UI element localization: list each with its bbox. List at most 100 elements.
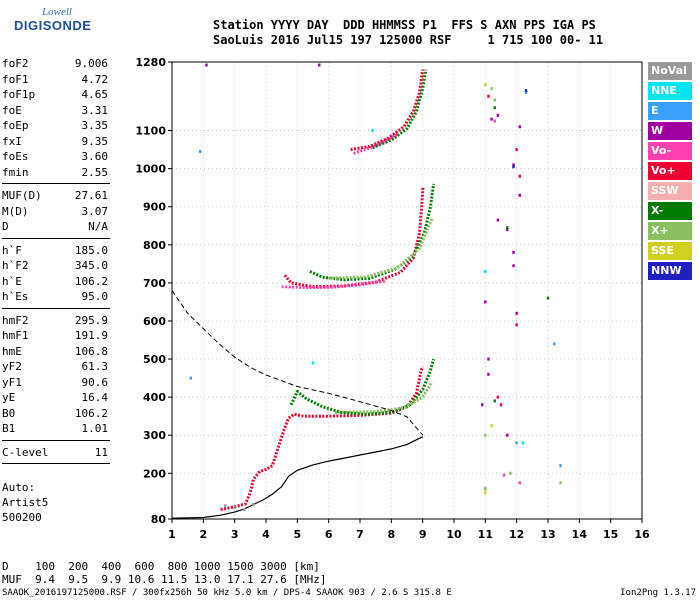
x-tick-label: 9 [419, 528, 427, 541]
legend-item-e: E [648, 102, 692, 120]
y-tick-label: 600 [143, 315, 166, 328]
param-separator [2, 307, 110, 309]
echo-point [512, 250, 515, 254]
legend-item-noval: NoVal [648, 62, 692, 80]
param-row-muf-d-: MUF(D) 27.61 [2, 188, 108, 203]
echo-point [518, 174, 521, 178]
echo-point [506, 228, 509, 232]
param-value: 3.07 [81, 204, 109, 218]
echo-point [242, 507, 246, 511]
param-label: foF1p [2, 88, 36, 101]
auto-version: 500200 [2, 511, 42, 524]
echo-point [515, 148, 518, 152]
param-row-ye: yE 16.4 [2, 390, 108, 405]
echo-point [521, 441, 525, 445]
echo-point [487, 357, 490, 361]
echo-point [487, 94, 490, 98]
echo-point [493, 98, 496, 102]
param-row-foes: foEs 3.60 [2, 149, 108, 164]
x-tick-label: 5 [294, 528, 302, 541]
param-value: 3.60 [81, 150, 109, 163]
param-separator [2, 237, 110, 239]
logo-digisonde-text: DIGISONDE [14, 18, 92, 33]
echo-point [512, 163, 515, 167]
echo-point [481, 403, 484, 407]
echo-point [512, 165, 515, 169]
param-label: C-level [2, 445, 49, 459]
echo-point [199, 149, 202, 153]
param-value: 4.72 [81, 72, 109, 86]
x-tick-label: 16 [634, 528, 650, 541]
x-tick-label: 4 [262, 528, 270, 541]
echo-point [506, 226, 509, 230]
param-label: B0 [2, 406, 16, 420]
param-label: D [2, 220, 9, 233]
param-label: yF1 [2, 375, 22, 389]
param-row-yf1: yF1 90.6 [2, 375, 108, 390]
param-label: h`E [2, 274, 22, 288]
param-value: 9.35 [81, 134, 109, 148]
param-value: 1.01 [81, 422, 109, 435]
legend-item-nne: NNE [648, 82, 692, 100]
param-value: 191.9 [74, 329, 108, 342]
param-row-h-f2: h`F2 345.0 [2, 258, 108, 273]
echo-point [515, 441, 518, 445]
param-row-hmf2: hmF2 295.9 [2, 313, 108, 328]
legend-item-vo: Vo- [648, 142, 692, 160]
echo-trace [328, 217, 434, 280]
param-row-h-e: h`E 106.2 [2, 274, 108, 289]
param-value: 185.0 [74, 243, 108, 257]
param-value: 106.2 [74, 406, 108, 420]
echo-point [506, 433, 509, 437]
auto-label: Auto: [2, 481, 36, 494]
logo-lowell-text: Lowell [42, 6, 72, 18]
echo-point [515, 311, 518, 315]
plot-frame [171, 61, 643, 520]
param-label: MUF(D) [2, 189, 42, 202]
y-tick-label: 900 [143, 201, 166, 214]
param-row-fxi: fxI 9.35 [2, 134, 108, 149]
param-label: h`Es [2, 290, 29, 303]
x-tick-label: 1 [168, 528, 176, 541]
legend-item-nnw: NNW [648, 262, 692, 280]
echo-point [490, 424, 493, 428]
echo-trace [350, 69, 425, 152]
x-tick-label: 7 [356, 528, 364, 541]
param-label: fxI [2, 134, 22, 148]
echo-point [553, 342, 556, 346]
x-tick-label: 6 [325, 528, 333, 541]
param-value: 27.61 [74, 189, 108, 202]
param-value: 95.0 [81, 290, 109, 303]
param-value: 90.6 [81, 375, 109, 389]
param-value: 2.55 [81, 165, 109, 179]
echo-point [559, 464, 562, 468]
param-label: foF2 [2, 57, 29, 70]
param-row-foe: foE 3.31 [2, 103, 108, 118]
echo-point [484, 83, 487, 87]
x-tick-label: 11 [478, 528, 493, 541]
echo-point [189, 376, 192, 380]
y-tick-label: 1100 [135, 125, 166, 138]
param-row-h-f: h`F 185.0 [2, 243, 108, 258]
echo-point [496, 395, 500, 399]
x-tick-label: 8 [388, 528, 396, 541]
param-row-fof1p: foF1p 4.65 [2, 87, 108, 102]
echo-trace [289, 358, 436, 416]
x-tick-label: 14 [572, 528, 588, 541]
param-row-b0: B0 106.2 [2, 406, 108, 421]
echo-point [524, 90, 528, 94]
echo-point [499, 403, 503, 407]
param-row-h-es: h`Es 95.0 [2, 289, 108, 304]
echo-trace [283, 187, 425, 289]
param-label: foEs [2, 150, 29, 163]
echo-point [518, 193, 521, 197]
param-row-m-d-: M(D) 3.07 [2, 204, 108, 219]
param-row-yf2: yF2 61.3 [2, 359, 108, 374]
param-row-hmf1: hmF1 191.9 [2, 328, 108, 343]
echo-point [484, 269, 487, 273]
echo-point [493, 119, 496, 123]
param-value: 106.2 [74, 274, 108, 288]
param-value: 295.9 [74, 313, 108, 327]
echo-point [205, 63, 208, 67]
